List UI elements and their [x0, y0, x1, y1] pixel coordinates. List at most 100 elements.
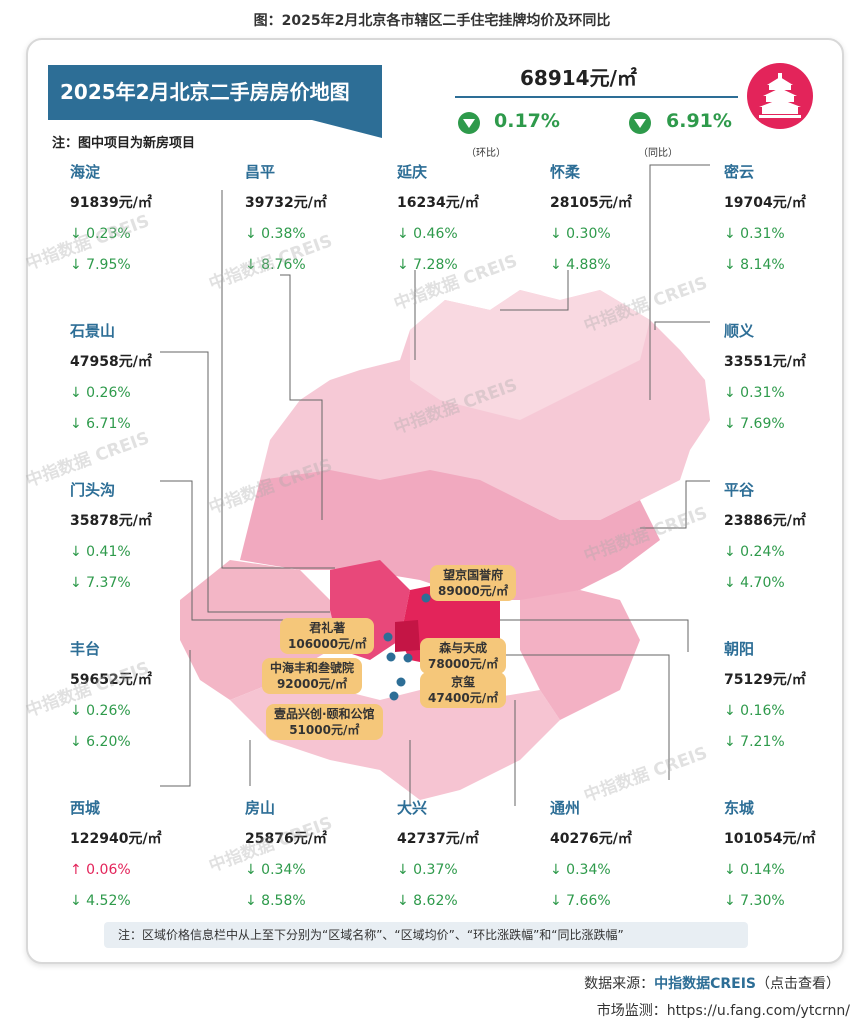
district-yanqing: 延庆 16234元/㎡ ↓ 0.46% ↓ 7.28%: [397, 157, 547, 281]
district-yoy: ↓ 6.20%: [70, 734, 131, 750]
overall-divider: [455, 96, 738, 98]
district-yoy: ↓ 7.95%: [70, 257, 131, 273]
project-name: 中海丰和叁號院: [270, 661, 355, 675]
district-name: 东城: [724, 799, 755, 817]
district-mentougou: 门头沟 35878元/㎡ ↓ 0.41% ↓ 7.37%: [70, 475, 220, 599]
project-price: 47400元/㎡: [428, 691, 499, 705]
district-name: 海淀: [70, 163, 101, 181]
district-price: 25876元/㎡: [245, 831, 327, 847]
project-note: 注：图中项目为新房项目: [52, 136, 196, 151]
district-price: 16234元/㎡: [397, 195, 479, 211]
project-price: 89000元/㎡: [438, 584, 509, 598]
project-callout: 壹品兴创·颐和公馆 51000元/㎡: [266, 704, 383, 740]
district-yoy: ↓ 7.30%: [724, 893, 785, 909]
district-name: 顺义: [724, 322, 755, 340]
district-price: 122940元/㎡: [70, 831, 162, 847]
district-yoy: ↓ 8.62%: [397, 893, 458, 909]
district-haidian: 海淀 91839元/㎡ ↓ 0.23% ↓ 7.95%: [70, 157, 220, 281]
district-yoy: ↓ 4.70%: [724, 575, 785, 591]
district-name: 门头沟: [70, 481, 116, 499]
temple-logo-icon: [747, 63, 813, 129]
source-suffix: （点击查看）: [756, 976, 840, 992]
district-shijingshan: 石景山 47958元/㎡ ↓ 0.26% ↓ 6.71%: [70, 316, 220, 440]
district-dongcheng: 东城 101054元/㎡ ↓ 0.14% ↓ 7.30%: [724, 793, 864, 917]
district-shunyi: 顺义 33551元/㎡ ↓ 0.31% ↓ 7.69%: [724, 316, 864, 440]
data-source: 数据来源：中指数据CREIS（点击查看）: [584, 973, 840, 993]
district-name: 石景山: [70, 322, 116, 340]
district-yoy: ↓ 8.14%: [724, 257, 785, 273]
district-fangshan: 房山 25876元/㎡ ↓ 0.34% ↓ 8.58%: [245, 793, 395, 917]
district-yoy: ↓ 7.69%: [724, 416, 785, 432]
project-callout: 京玺 47400元/㎡: [420, 672, 507, 708]
district-price: 47958元/㎡: [70, 354, 152, 370]
district-yoy: ↓ 7.37%: [70, 575, 131, 591]
district-mom: ↓ 0.38%: [245, 226, 306, 242]
district-mom: ↓ 0.14%: [724, 862, 785, 878]
project-name: 壹品兴创·颐和公馆: [274, 707, 375, 721]
project-callout: 中海丰和叁號院 92000元/㎡: [262, 658, 363, 694]
project-dot: [383, 632, 393, 642]
project-price: 51000元/㎡: [289, 723, 360, 737]
banner-title: 2025年2月北京二手房房价地图: [60, 80, 350, 104]
project-name: 君礼著: [309, 621, 346, 635]
district-mom: ↓ 0.31%: [724, 385, 785, 401]
district-name: 怀柔: [550, 163, 581, 181]
district-mom: ↓ 0.41%: [70, 544, 131, 560]
overall-mom: 0.17%: [494, 110, 560, 132]
figure-caption: 图：2025年2月北京各市辖区二手住宅挂牌均价及环同比: [253, 13, 611, 29]
overall-mom-label: （环比）: [466, 148, 506, 159]
project-dot: [396, 677, 406, 687]
district-yoy: ↓ 6.71%: [70, 416, 131, 432]
district-mom: ↓ 0.46%: [397, 226, 458, 242]
project-callout: 森与天成 78000元/㎡: [420, 638, 507, 674]
district-mom: ↑ 0.06%: [70, 862, 131, 878]
source-link[interactable]: 中指数据CREIS: [654, 976, 756, 992]
district-price: 28105元/㎡: [550, 195, 632, 211]
district-name: 房山: [245, 799, 276, 817]
project-price: 78000元/㎡: [428, 657, 499, 671]
map-region-center: [395, 620, 420, 652]
map-region-north: [410, 290, 650, 420]
district-yoy: ↓ 8.58%: [245, 893, 306, 909]
district-mom: ↓ 0.24%: [724, 544, 785, 560]
district-mom: ↓ 0.26%: [70, 385, 131, 401]
district-name: 通州: [550, 799, 581, 817]
district-name: 平谷: [724, 481, 755, 499]
project-dot: [386, 652, 396, 662]
down-arrow-icon: [458, 112, 480, 134]
district-chaoyang: 朝阳 75129元/㎡ ↓ 0.16% ↓ 7.21%: [724, 634, 864, 758]
district-yoy: ↓ 7.21%: [724, 734, 785, 750]
project-price: 92000元/㎡: [276, 677, 348, 691]
market-monitor-link[interactable]: 市场监测：https://u.fang.com/ytcrnn/: [596, 1003, 850, 1019]
title-banner-tail: [312, 120, 382, 138]
project-dot: [421, 593, 431, 603]
district-price: 91839元/㎡: [70, 195, 152, 211]
district-name: 大兴: [397, 799, 428, 817]
project-dot: [403, 653, 413, 663]
overall-avg-price: 68914元/㎡: [520, 66, 637, 90]
project-name: 望京国誉府: [443, 568, 504, 582]
overall-yoy: 6.91%: [666, 110, 732, 132]
district-xicheng: 西城 122940元/㎡ ↑ 0.06% ↓ 4.52%: [70, 793, 220, 917]
district-huairou: 怀柔 28105元/㎡ ↓ 0.30% ↓ 4.88%: [550, 157, 700, 281]
district-mom: ↓ 0.30%: [550, 226, 611, 242]
district-yoy: ↓ 7.66%: [550, 893, 611, 909]
project-callout: 望京国誉府 89000元/㎡: [430, 565, 517, 601]
project-name: 森与天成: [439, 641, 488, 655]
district-price: 75129元/㎡: [724, 672, 806, 688]
district-name: 延庆: [397, 163, 428, 181]
district-name: 西城: [70, 799, 101, 817]
district-price: 101054元/㎡: [724, 831, 816, 847]
district-mom: ↓ 0.23%: [70, 226, 131, 242]
project-name: 京玺: [451, 675, 476, 689]
project-callout: 君礼著 106000元/㎡: [280, 618, 375, 654]
district-mom: ↓ 0.26%: [70, 703, 131, 719]
district-miyun: 密云 19704元/㎡ ↓ 0.31% ↓ 8.14%: [724, 157, 864, 281]
district-price: 19704元/㎡: [724, 195, 806, 211]
district-mom: ↓ 0.31%: [724, 226, 785, 242]
district-price: 40276元/㎡: [550, 831, 632, 847]
district-mom: ↓ 0.34%: [550, 862, 611, 878]
district-name: 丰台: [70, 640, 101, 658]
district-yoy: ↓ 4.52%: [70, 893, 131, 909]
district-mom: ↓ 0.34%: [245, 862, 306, 878]
